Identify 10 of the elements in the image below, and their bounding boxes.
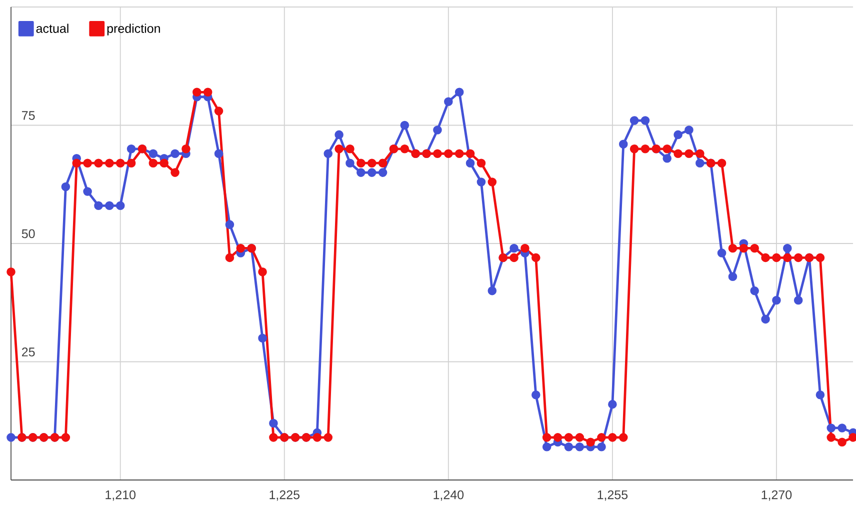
- y-tick-label: 75: [22, 111, 35, 120]
- x-tick-label: 1,210: [106, 490, 136, 501]
- legend-label: prediction: [107, 24, 160, 36]
- x-tick-label: 1,270: [762, 490, 792, 501]
- legend-label: actual: [36, 24, 68, 33]
- y-tick-label: 25: [22, 348, 35, 356]
- x-tick-label: 1,255: [598, 490, 628, 501]
- x-tick-label: 1,240: [434, 490, 464, 501]
- y-tick-label: 50: [22, 229, 35, 238]
- x-tick-label: 1,225: [270, 490, 300, 501]
